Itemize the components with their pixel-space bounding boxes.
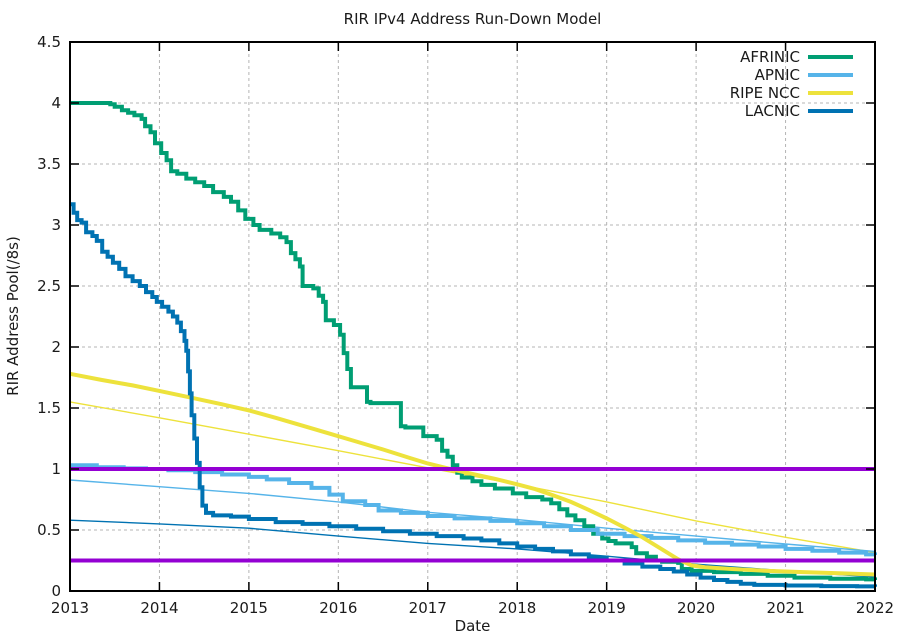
x-tick-label: 2022 [856, 599, 894, 617]
legend-label-afrinic: AFRINIC [740, 48, 800, 66]
x-tick-label: 2021 [766, 599, 804, 617]
x-tick-label: 2018 [498, 599, 536, 617]
x-tick-label: 2013 [51, 599, 89, 617]
y-tick-label: 3.5 [37, 155, 61, 173]
legend-label-apnic: APNIC [755, 66, 800, 84]
y-tick-label: 0.5 [37, 521, 61, 539]
y-tick-label: 1 [51, 460, 61, 478]
legend-label-lacnic: LACNIC [745, 102, 800, 120]
y-tick-label: 4.5 [37, 33, 61, 51]
series-apnic-model [69, 479, 876, 553]
plot-border [69, 41, 876, 592]
y-axis-label: RIR Address Pool(/8s) [4, 236, 22, 396]
x-axis-label: Date [454, 617, 491, 635]
legend-label-ripe-ncc: RIPE NCC [730, 84, 800, 102]
grid [70, 42, 875, 591]
x-tick-label: 2016 [319, 599, 357, 617]
y-tick-label: 4 [51, 94, 61, 112]
x-tick-label: 2017 [409, 599, 447, 617]
y-tick-label: 1.5 [37, 399, 61, 417]
series-ripencc [69, 371, 876, 577]
y-tick-label: 0 [51, 582, 61, 600]
x-tick-label: 2019 [588, 599, 626, 617]
y-tick-label: 3 [51, 216, 61, 234]
chart-title: RIR IPv4 Address Run-Down Model [343, 10, 602, 28]
x-tick-label: 2020 [677, 599, 715, 617]
y-tick-label: 2.5 [37, 277, 61, 295]
series-lacnic [70, 202, 877, 589]
axis-ticks [69, 41, 876, 592]
series-afrinic [70, 101, 877, 582]
y-tick-label: 2 [51, 338, 61, 356]
tick-labels: 2013 2014 2015 2016 2017 2018 2019 2020 2021 2022… [37, 33, 894, 617]
x-tick-label: 2015 [230, 599, 268, 617]
x-tick-label: 2014 [140, 599, 178, 617]
series-apnic [70, 463, 877, 557]
